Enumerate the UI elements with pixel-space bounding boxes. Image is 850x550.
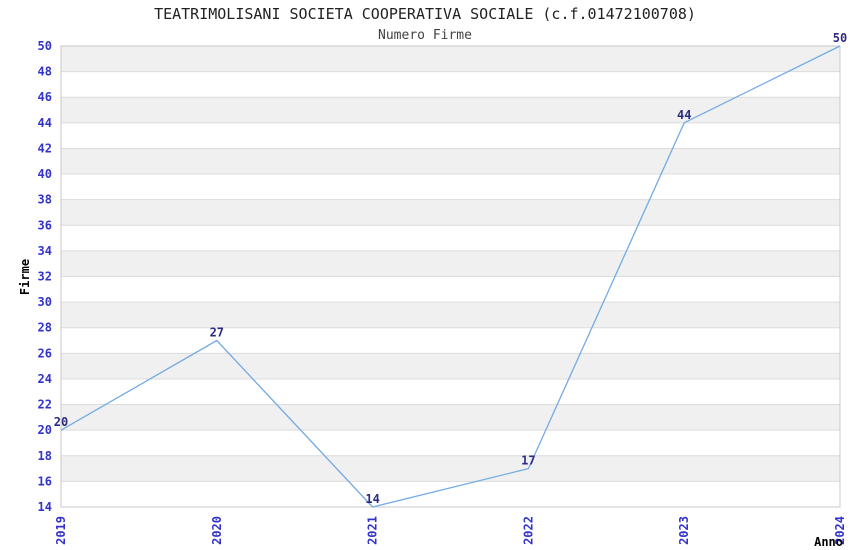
plot-border	[60, 45, 841, 508]
grid-band	[61, 404, 840, 431]
y-tick-label: 46	[38, 90, 52, 104]
data-label: 20	[54, 415, 68, 429]
grid-band	[61, 353, 840, 379]
grid-band	[61, 302, 840, 328]
y-tick-label: 40	[38, 167, 52, 181]
data-label: 27	[210, 326, 224, 340]
y-tick-label: 28	[38, 321, 52, 335]
grid-band	[61, 148, 840, 175]
data-label: 17	[521, 454, 535, 468]
y-tick-label: 18	[38, 449, 52, 463]
grid-band	[61, 97, 840, 123]
y-tick-label: 48	[38, 65, 52, 79]
series-line	[60, 45, 841, 508]
chart-title: TEATRIMOLISANI SOCIETA COOPERATIVA SOCIA…	[154, 5, 696, 23]
x-tick-label: 2021	[366, 516, 380, 545]
grid-band	[61, 199, 840, 226]
y-tick-label: 42	[38, 141, 52, 155]
y-tick-label: 24	[38, 372, 52, 386]
x-tick-label: 2019	[54, 516, 68, 545]
x-tick-label: 2020	[210, 516, 224, 545]
y-tick-label: 30	[38, 295, 52, 309]
x-axis-label: Anno	[814, 535, 843, 549]
y-tick-label: 34	[38, 244, 52, 258]
data-label: 14	[365, 492, 379, 506]
y-tick-label: 50	[38, 39, 52, 53]
y-tick-label: 44	[38, 116, 52, 130]
y-tick-label: 20	[38, 423, 52, 437]
y-tick-label: 36	[38, 218, 52, 232]
grid-band	[61, 46, 840, 72]
y-tick-label: 22	[38, 398, 52, 412]
y-tick-label: 16	[38, 474, 52, 488]
y-tick-label: 38	[38, 193, 52, 207]
x-tick-label: 2022	[521, 516, 535, 545]
grid-band	[61, 250, 840, 277]
y-tick-label: 26	[38, 346, 52, 360]
grid-band	[61, 455, 840, 482]
data-label: 44	[677, 108, 691, 122]
chart-subtitle: Numero Firme	[378, 28, 472, 43]
y-tick-label: 32	[38, 270, 52, 284]
x-tick-label: 2023	[677, 516, 691, 545]
data-label: 50	[833, 31, 847, 45]
x-tick-label: 2024	[833, 516, 847, 545]
y-tick-label: 14	[38, 500, 52, 514]
